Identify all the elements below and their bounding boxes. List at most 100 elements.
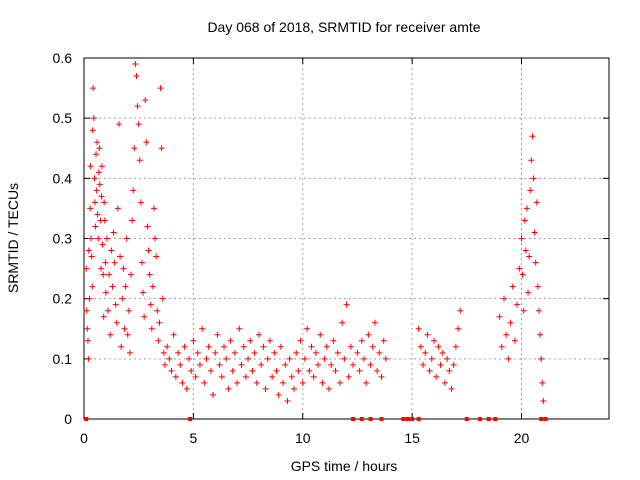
data-point [284,397,291,404]
data-point [110,229,117,236]
data-point [446,367,453,374]
data-point [452,343,459,350]
data-point [123,235,130,242]
data-point [328,361,335,368]
data-point [291,385,297,392]
data-point [264,355,271,362]
data-point [282,361,289,368]
data-point [444,355,451,362]
data-point [334,349,341,356]
data-point [161,361,168,368]
data-point [312,349,319,356]
data-point [190,337,197,344]
data-point [134,103,141,110]
data-point [94,211,101,218]
data-point [424,331,431,338]
data-point [347,343,354,350]
data-point [95,235,102,242]
data-point [306,367,313,374]
data-point [148,325,155,332]
baseline-marker [416,417,421,421]
data-point [531,229,538,236]
data-point [122,283,129,290]
data-point [108,247,115,254]
data-point [439,349,446,356]
data-point [106,271,113,278]
y-tick-label: 0 [64,411,72,427]
data-point [369,343,376,350]
data-point [273,367,280,374]
data-point [450,361,457,368]
data-point [103,235,110,242]
data-point [124,331,131,338]
data-point [382,355,389,362]
data-point [519,271,526,278]
data-point [532,259,539,266]
baseline-marker [486,417,491,421]
data-point [258,361,265,368]
data-point [129,217,136,224]
data-point [358,337,365,344]
data-point [91,175,98,182]
data-point [120,265,127,272]
data-point [415,325,422,332]
data-point [136,157,143,164]
data-point [168,367,175,374]
data-point [227,337,234,344]
data-point [98,265,105,272]
data-point [109,283,116,290]
data-point [155,337,162,344]
data-point [437,361,444,368]
data-point [528,157,535,164]
data-point [175,349,182,356]
data-point [96,145,103,152]
x-tick-label: 5 [189,430,197,446]
data-point [159,295,166,302]
data-point [275,391,282,398]
data-point [179,379,186,386]
data-point [526,253,533,260]
data-point [378,373,385,380]
data-point [260,343,267,350]
data-point [521,217,528,224]
data-point [101,217,108,224]
data-point [95,169,102,176]
data-point [225,385,232,392]
data-point [354,349,361,356]
y-tick-label: 0.4 [53,170,73,186]
data-point [93,151,100,158]
data-point [520,307,527,314]
data-point [501,295,507,302]
baseline-marker [493,417,498,421]
data-point [164,343,171,350]
data-point [441,379,448,386]
data-point [537,331,544,338]
data-point [286,355,293,362]
data-point [205,343,212,350]
data-point [146,271,153,278]
baseline-marker [543,417,548,421]
data-point [221,343,227,350]
data-point [125,307,132,314]
data-point [455,325,462,332]
data-point [201,379,208,386]
data-point [99,241,106,248]
data-point [128,271,135,278]
data-point [135,121,142,128]
data-point [380,337,387,344]
data-point [119,295,126,302]
data-point [509,283,516,290]
data-point [310,373,317,380]
data-point [112,301,119,308]
data-point [88,235,94,242]
data-point [288,373,295,380]
data-point [212,349,219,356]
data-point [85,247,92,254]
data-point [538,355,545,362]
data-point [262,385,269,392]
data-point [84,337,91,344]
data-point [177,361,184,368]
data-point [345,373,352,380]
data-point [361,355,367,362]
